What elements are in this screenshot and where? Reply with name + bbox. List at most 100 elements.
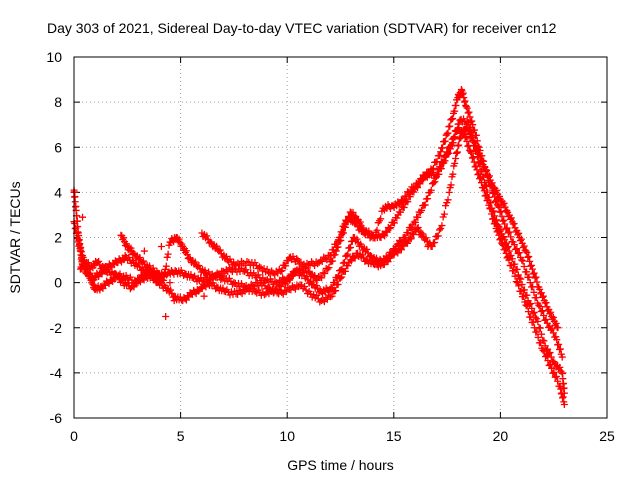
data-point <box>287 271 295 279</box>
data-point <box>301 264 309 272</box>
data-point <box>300 260 308 268</box>
data-point <box>507 214 515 222</box>
data-point <box>463 117 471 125</box>
data-point <box>440 210 448 218</box>
data-point <box>533 278 541 286</box>
data-point <box>314 260 322 268</box>
x-tick-label: 0 <box>70 428 78 444</box>
data-point <box>493 186 501 194</box>
data-point <box>446 143 454 151</box>
data-point <box>550 358 558 366</box>
data-point <box>515 249 523 257</box>
data-point <box>175 235 183 243</box>
data-point <box>515 282 523 290</box>
chart-title: Day 303 of 2021, Sidereal Day-to-day VTE… <box>47 20 557 36</box>
data-point <box>131 278 139 286</box>
y-tick-label: 6 <box>54 139 62 155</box>
data-point <box>120 234 128 242</box>
data-point <box>318 258 326 266</box>
data-point <box>420 172 428 180</box>
data-point <box>462 103 470 111</box>
data-point <box>530 269 538 277</box>
data-point <box>485 172 493 180</box>
data-point <box>431 238 439 246</box>
y-tick-label: 0 <box>54 275 62 291</box>
data-point <box>257 264 265 272</box>
data-point <box>235 286 243 294</box>
data-point <box>414 224 422 232</box>
data-point <box>558 353 566 361</box>
data-point <box>160 269 168 277</box>
y-axis-label: SDTVAR / TECUs <box>7 181 23 293</box>
data-point <box>380 260 388 268</box>
data-point <box>114 271 122 279</box>
data-point <box>552 372 560 380</box>
data-point <box>534 317 542 325</box>
data-point <box>480 187 488 195</box>
data-point <box>288 282 296 290</box>
data-point <box>203 232 211 240</box>
data-point <box>526 279 534 287</box>
data-point <box>305 267 313 275</box>
data-point <box>311 272 319 280</box>
data-point <box>263 265 271 273</box>
data-point <box>514 249 522 257</box>
outlier-point <box>166 279 174 287</box>
data-point <box>507 252 515 260</box>
data-point <box>213 242 221 250</box>
data-point <box>467 149 475 157</box>
data-point <box>284 275 292 283</box>
data-point <box>271 277 279 285</box>
outlier-point <box>100 263 108 271</box>
data-point <box>195 262 203 270</box>
data-point <box>516 274 524 282</box>
data-point <box>383 257 391 265</box>
data-point <box>514 271 522 279</box>
data-point <box>206 238 214 246</box>
data-point <box>411 218 419 226</box>
data-point <box>441 157 449 165</box>
data-point <box>517 275 525 283</box>
data-point <box>387 224 395 232</box>
data-point <box>441 137 449 145</box>
data-point <box>531 274 539 282</box>
data-point <box>417 175 425 183</box>
data-point <box>251 288 259 296</box>
data-point <box>483 166 491 174</box>
data-point <box>439 144 447 152</box>
data-point <box>382 227 390 235</box>
data-point <box>560 389 568 397</box>
data-point <box>346 256 354 264</box>
data-point <box>455 141 463 149</box>
data-point <box>512 278 520 286</box>
data-point <box>536 324 544 332</box>
data-point <box>331 251 339 259</box>
data-point <box>522 247 530 255</box>
data-point <box>487 199 495 207</box>
data-point <box>228 280 236 288</box>
data-point <box>421 201 429 209</box>
data-point <box>519 257 527 265</box>
data-point <box>393 240 401 248</box>
data-point <box>525 300 533 308</box>
outlier-point <box>162 312 170 320</box>
data-point <box>500 233 508 241</box>
data-point <box>527 300 535 308</box>
data-point <box>555 340 563 348</box>
outlier-point <box>200 292 208 300</box>
data-point <box>127 244 135 252</box>
data-point <box>383 228 391 236</box>
data-point <box>540 337 548 345</box>
data-point <box>511 272 519 280</box>
data-point <box>421 173 429 181</box>
data-point <box>466 113 474 121</box>
data-point <box>549 369 557 377</box>
outlier-point <box>79 213 87 221</box>
data-point <box>518 281 526 289</box>
data-point <box>393 214 401 222</box>
data-point <box>553 336 561 344</box>
data-point <box>463 137 471 145</box>
data-point <box>449 170 457 178</box>
data-point <box>525 253 533 261</box>
